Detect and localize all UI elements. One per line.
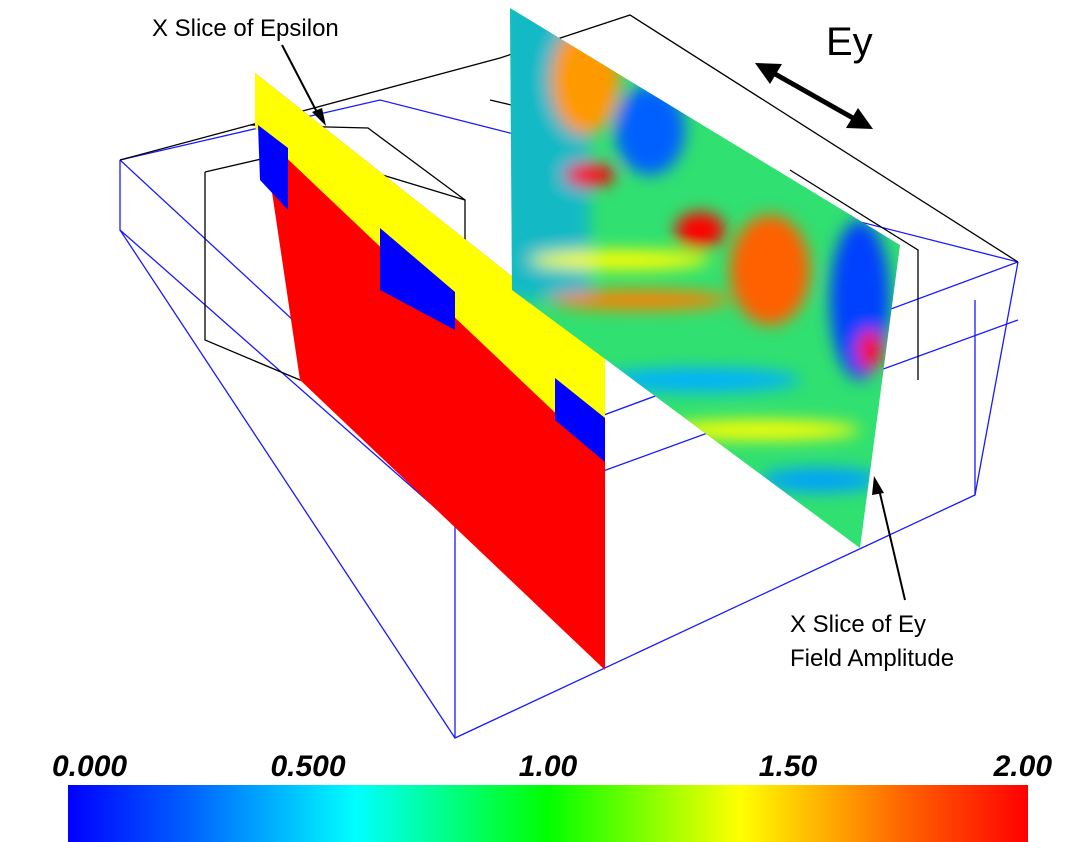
ey-slice xyxy=(510,8,900,548)
epsilon-pointer xyxy=(281,44,321,119)
ey-label: X Slice of Ey xyxy=(790,611,926,638)
field-arrowhead xyxy=(755,63,782,84)
colorbar-tick-label: 0.500 xyxy=(270,750,345,783)
ey-arrowhead xyxy=(872,476,884,495)
field-arrowhead xyxy=(846,108,873,129)
epsilon-arrowhead xyxy=(312,108,326,126)
colorbar-tick-label: 1.00 xyxy=(519,750,578,783)
colorbar xyxy=(68,785,1028,842)
epsilon-slice xyxy=(255,73,605,670)
field-label: Ey xyxy=(826,20,873,64)
ey-label: Field Amplitude xyxy=(790,645,954,672)
field-arrow xyxy=(766,67,862,125)
colorbar-tick-label: 1.50 xyxy=(759,750,818,783)
epsilon-label: X Slice of Epsilon xyxy=(152,15,339,42)
colorbar-tick-label: 2.00 xyxy=(993,750,1053,783)
colorbar-tick-label: 0.000 xyxy=(52,750,127,783)
colorbar-ticks: 0.000 0.500 1.00 1.50 2.00 xyxy=(52,750,1052,783)
ey-pointer xyxy=(877,484,906,601)
